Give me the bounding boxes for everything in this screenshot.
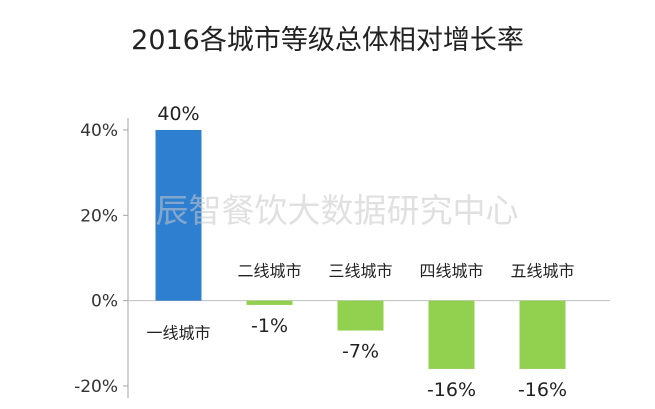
data-label: -16% xyxy=(427,379,476,401)
y-tick-label: 40% xyxy=(80,121,118,141)
category-label: 一线城市 xyxy=(146,324,210,343)
bar xyxy=(246,300,293,305)
data-label: -7% xyxy=(342,341,379,363)
y-tick-label: 20% xyxy=(80,206,118,226)
bar xyxy=(428,300,475,369)
watermark-text: 辰智餐饮大数据研究中心 xyxy=(156,191,519,230)
chart-title: 2016各城市等级总体相对增长率 xyxy=(131,25,524,56)
bar xyxy=(519,300,566,369)
data-label: -16% xyxy=(518,379,567,401)
bar xyxy=(155,130,202,301)
category-label: 五线城市 xyxy=(510,262,574,281)
category-label: 三线城市 xyxy=(328,262,392,281)
y-tick-label: -20% xyxy=(74,377,118,397)
data-label: 40% xyxy=(157,103,199,125)
data-label: -1% xyxy=(251,315,288,337)
y-tick-label: 0% xyxy=(91,292,118,312)
category-label: 二线城市 xyxy=(237,262,301,281)
category-label: 四线城市 xyxy=(419,262,483,281)
bar xyxy=(337,300,384,331)
